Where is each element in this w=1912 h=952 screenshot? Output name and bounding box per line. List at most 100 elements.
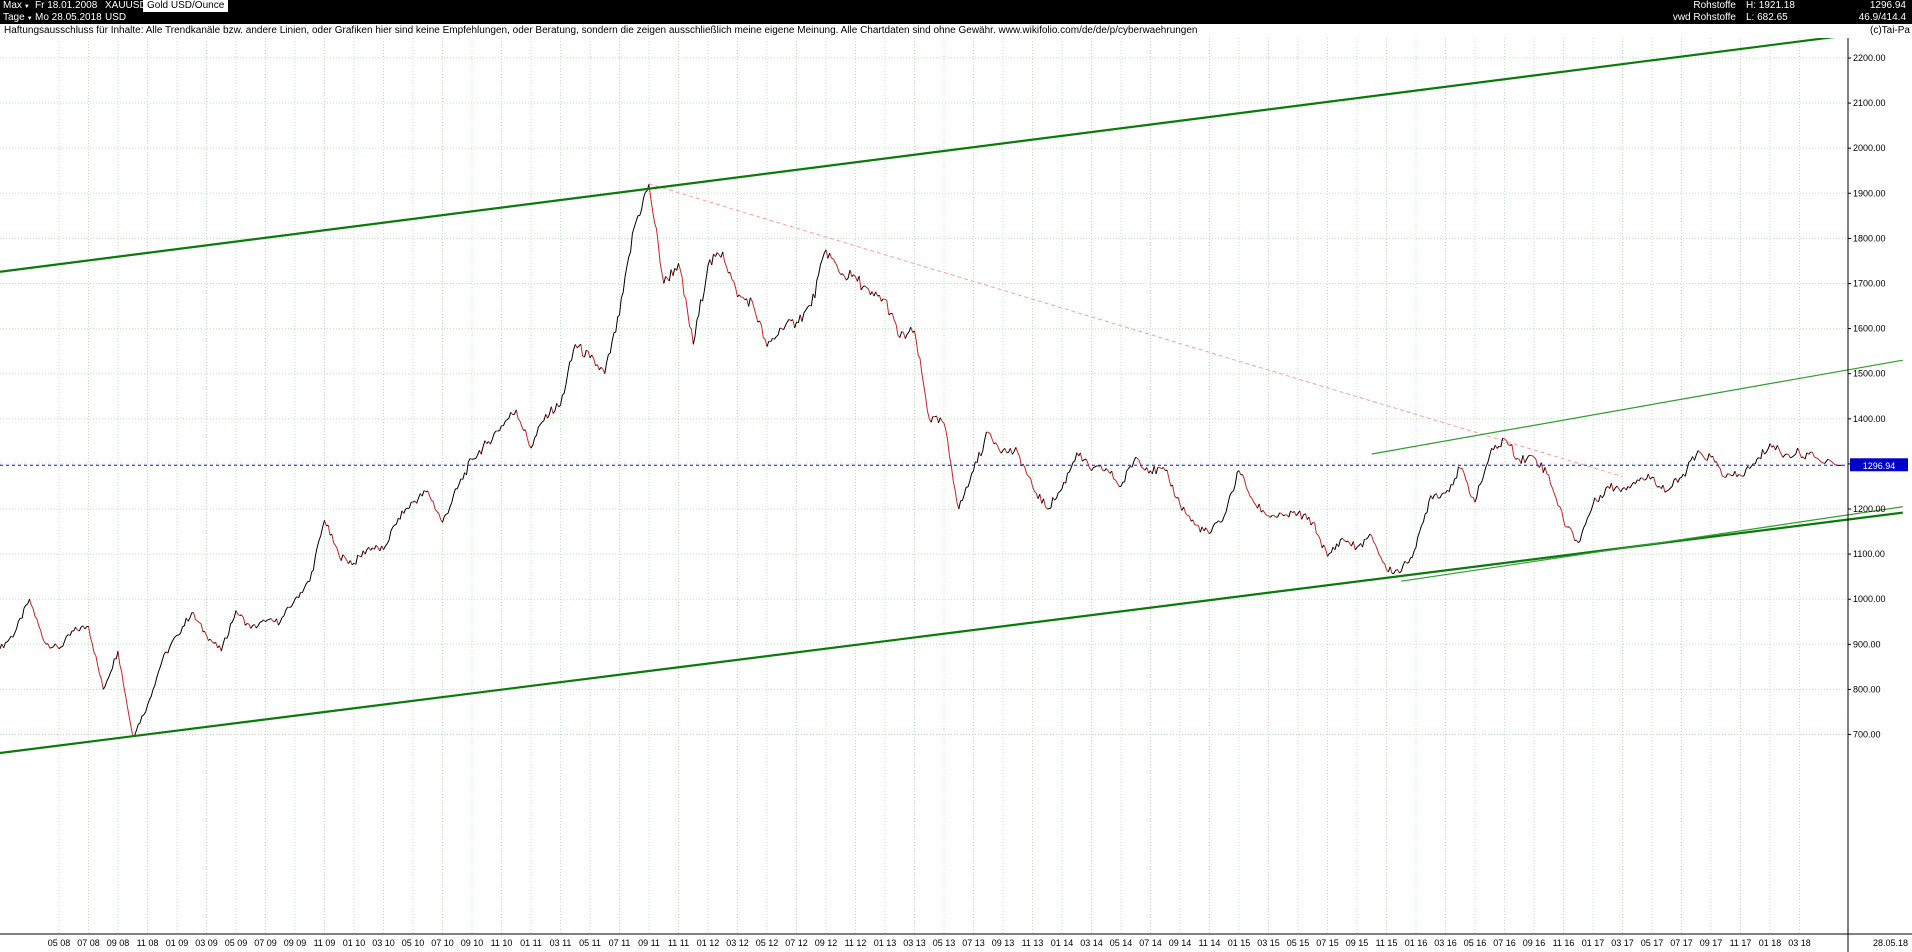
x-axis-label: 07 16 [1493, 938, 1516, 948]
x-axis-label: 09 15 [1346, 938, 1369, 948]
downtrend-dashed-line [648, 183, 1623, 478]
x-axis-label: 11 16 [1553, 938, 1575, 948]
trend-channel-upper-line [0, 38, 1836, 273]
x-axis-label: 11 10 [491, 938, 513, 948]
x-axis-label: 03 15 [1257, 938, 1280, 948]
x-axis-label: 01 11 [520, 938, 542, 948]
x-axis-label: 01 13 [874, 938, 897, 948]
x-axis-label: 11 13 [1022, 938, 1044, 948]
y-axis-label: 2000.00 [1853, 143, 1886, 153]
x-axis-label: 05 15 [1287, 938, 1310, 948]
period-dropdown[interactable]: Tage ▼ [0, 12, 35, 25]
currency-label: USD [105, 12, 127, 23]
x-axis-label: 07 14 [1139, 938, 1162, 948]
period-high-value: H: 1921.18 [1746, 0, 1795, 11]
minor-resistance-line [1371, 359, 1903, 455]
x-axis-label: 11 17 [1730, 938, 1752, 948]
symbol-field[interactable]: XAUUSD [105, 0, 147, 11]
feed-provider: vwd Rohstoffe [1672, 12, 1736, 23]
x-axis-label: 09 14 [1169, 938, 1192, 948]
x-axis-label: 03 11 [550, 938, 572, 948]
trend-channel-lower-line [0, 511, 1903, 755]
disclaimer-bar: Haftungsausschluss für Inhalte: Alle Tre… [0, 24, 1912, 38]
x-axis-label: 01 17 [1582, 938, 1605, 948]
x-axis-label: 03 18 [1788, 938, 1811, 948]
x-axis-label: 05 08 [48, 938, 71, 948]
period-low-value: L: 682.65 [1746, 12, 1788, 23]
chart-area: 2200.00 2100.00 2000.00 1900.00 1800.00 1700.… [0, 38, 1912, 952]
y-axis-label: 1100.00 [1853, 549, 1885, 559]
x-axis-label: 01 09 [166, 938, 189, 948]
y-axis-label: 1000.00 [1853, 594, 1886, 604]
range-dropdown-label: Max [3, 0, 22, 11]
y-axis-label: 1400.00 [1853, 414, 1886, 424]
price-chart[interactable]: 2200.00 2100.00 2000.00 1900.00 1800.00 1700.… [0, 38, 1912, 952]
y-axis-label: 1800.00 [1853, 233, 1886, 243]
x-axis-label: 03 12 [726, 938, 749, 948]
x-axis-label: 11 12 [845, 938, 867, 948]
y-axis-label: 2100.00 [1853, 98, 1886, 108]
x-axis-label: 01 15 [1228, 938, 1251, 948]
y-axis-label: 1600.00 [1853, 324, 1886, 334]
x-axis-label: 07 09 [254, 938, 277, 948]
x-axis-label: 07 11 [609, 938, 631, 948]
x-axis-label: 03 09 [195, 938, 218, 948]
x-axis-label: 11 08 [137, 938, 159, 948]
x-axis-label: 07 10 [431, 938, 454, 948]
x-axis-label: 05 12 [756, 938, 779, 948]
price-series-down [1, 184, 1839, 737]
disclaimer-text: Haftungsausschluss für Inhalte: Alle Tre… [4, 25, 1198, 36]
x-axis-label: 09 08 [107, 938, 130, 948]
x-axis-label: 01 14 [1051, 938, 1074, 948]
x-axis-label: 11 09 [314, 938, 336, 948]
toolbar-row-1: Max ▼ Fr 18.01.2008 XAUUSD Gold USD/Ounce… [0, 0, 1912, 12]
last-date-label: 28.05.18 [1873, 938, 1908, 948]
x-axis-label: 07 17 [1670, 938, 1693, 948]
x-axis-label: 01 12 [697, 938, 720, 948]
x-axis-label: 03 14 [1080, 938, 1103, 948]
x-axis-label: 01 10 [343, 938, 366, 948]
price-series-up [0, 184, 1842, 738]
toolbar-row-2: Tage ▼ Mo 28.05.2018 USD vwd Rohstoffe L:… [0, 12, 1912, 24]
x-axis-label: 05 16 [1464, 938, 1487, 948]
y-axis-label: 900.00 [1853, 639, 1881, 649]
x-axis-label: 05 09 [225, 938, 248, 948]
x-axis-label: 11 15 [1376, 938, 1398, 948]
y-axis-label: 700.00 [1853, 730, 1881, 740]
x-axis-label: 07 13 [962, 938, 985, 948]
x-axis-label: 07 08 [77, 938, 100, 948]
x-axis-label: 07 15 [1316, 938, 1339, 948]
last-price-tag-label: 1296.94 [1863, 461, 1896, 471]
instrument-name: Gold USD/Ounce [143, 0, 229, 12]
x-axis-label: 07 12 [785, 938, 808, 948]
range-dropdown[interactable]: Max ▼ [0, 0, 35, 13]
x-axis-label: 05 10 [402, 938, 425, 948]
period-dropdown-label: Tage [3, 11, 25, 23]
x-axis-label: 03 16 [1434, 938, 1457, 948]
x-axis-label: 01 18 [1759, 938, 1782, 948]
x-axis-label: 05 11 [579, 938, 601, 948]
y-axis-label: 1500.00 [1853, 369, 1886, 379]
x-axis-label: 03 13 [903, 938, 926, 948]
x-axis-label: 09 10 [461, 938, 484, 948]
x-axis-label: 09 17 [1700, 938, 1723, 948]
feed-name: Rohstoffe [1693, 0, 1736, 11]
y-axis-label: 1200.00 [1853, 504, 1886, 514]
y-axis-label: 1700.00 [1853, 279, 1886, 289]
x-axis-label: 05 17 [1641, 938, 1664, 948]
y-axis-label: 2200.00 [1853, 53, 1886, 63]
toolbar: Max ▼ Fr 18.01.2008 XAUUSD Gold USD/Ounce… [0, 0, 1912, 24]
x-axis-label: 03 17 [1611, 938, 1634, 948]
chevron-down-icon: ▼ [23, 3, 30, 10]
y-axis-label: 800.00 [1853, 684, 1881, 694]
period-end-date: Mo 28.05.2018 [35, 12, 102, 23]
x-axis-label: 03 10 [372, 938, 395, 948]
copyright-label: (c)Tai-Pa [1869, 25, 1910, 36]
x-axis-label: 09 13 [992, 938, 1015, 948]
x-axis-label: 11 14 [1199, 938, 1221, 948]
chevron-down-icon: ▼ [26, 15, 33, 22]
last-price-value: 1296.94 [1869, 0, 1906, 11]
x-axis-label: 09 12 [815, 938, 838, 948]
x-axis-label: 05 13 [933, 938, 956, 948]
x-axis-label: 09 11 [638, 938, 660, 948]
